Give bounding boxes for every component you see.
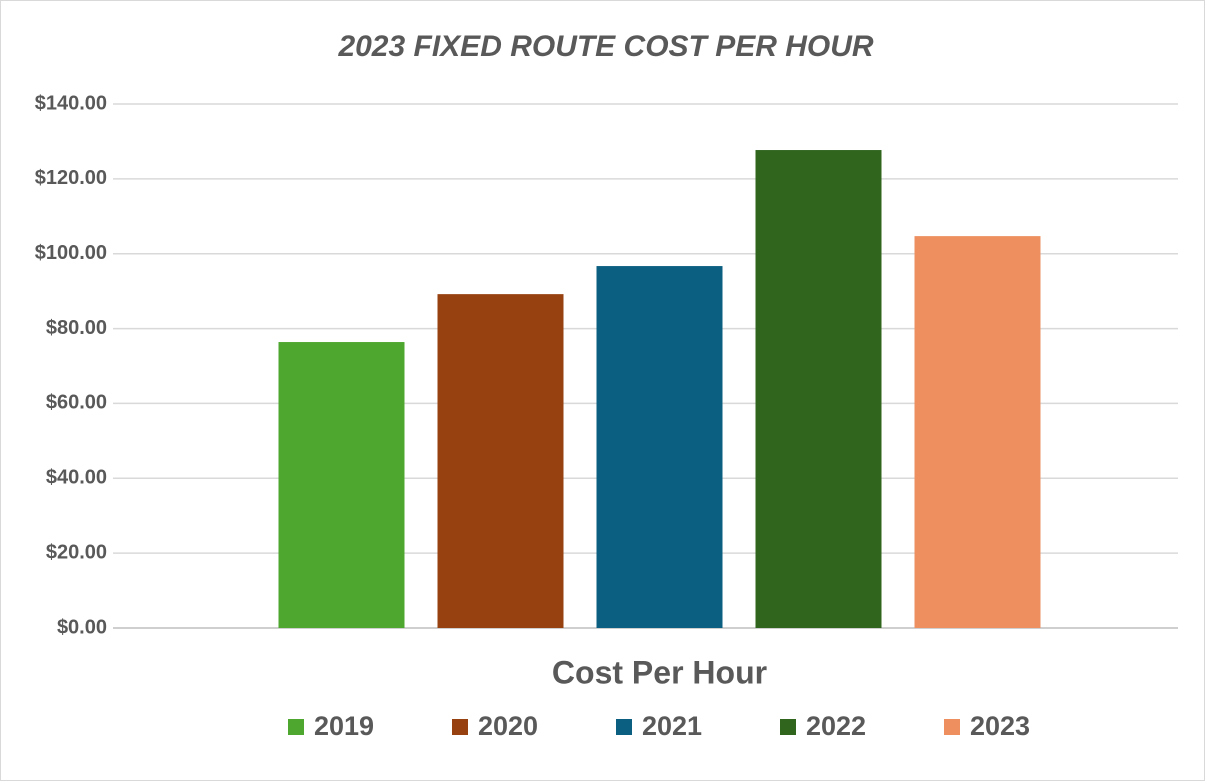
legend-label: 2023 [970,711,1030,741]
legend-swatch [944,719,960,735]
legend-label: 2021 [642,711,702,741]
chart-title: 2023 FIXED ROUTE COST PER HOUR [337,30,873,63]
y-tick-label: $140.00 [35,92,107,114]
legend-label: 2022 [806,711,866,741]
bar [755,150,882,628]
y-tick-label: $80.00 [46,317,107,339]
legend-swatch [452,719,468,735]
bar [596,266,723,628]
bar [278,342,405,628]
y-tick-label: $120.00 [35,167,107,189]
legend-swatch [288,719,304,735]
legend-swatch [780,719,796,735]
legend-label: 2020 [478,711,538,741]
y-tick-label: $100.00 [35,242,107,264]
bar [914,236,1041,628]
legend-label: 2019 [314,711,374,741]
y-tick-label: $0.00 [57,616,107,638]
y-tick-label: $40.00 [46,467,107,489]
bar [437,294,564,628]
y-tick-label: $20.00 [46,541,107,563]
x-axis-category: Cost Per Hour [552,654,767,690]
legend-swatch [616,719,632,735]
y-tick-label: $60.00 [46,392,107,414]
